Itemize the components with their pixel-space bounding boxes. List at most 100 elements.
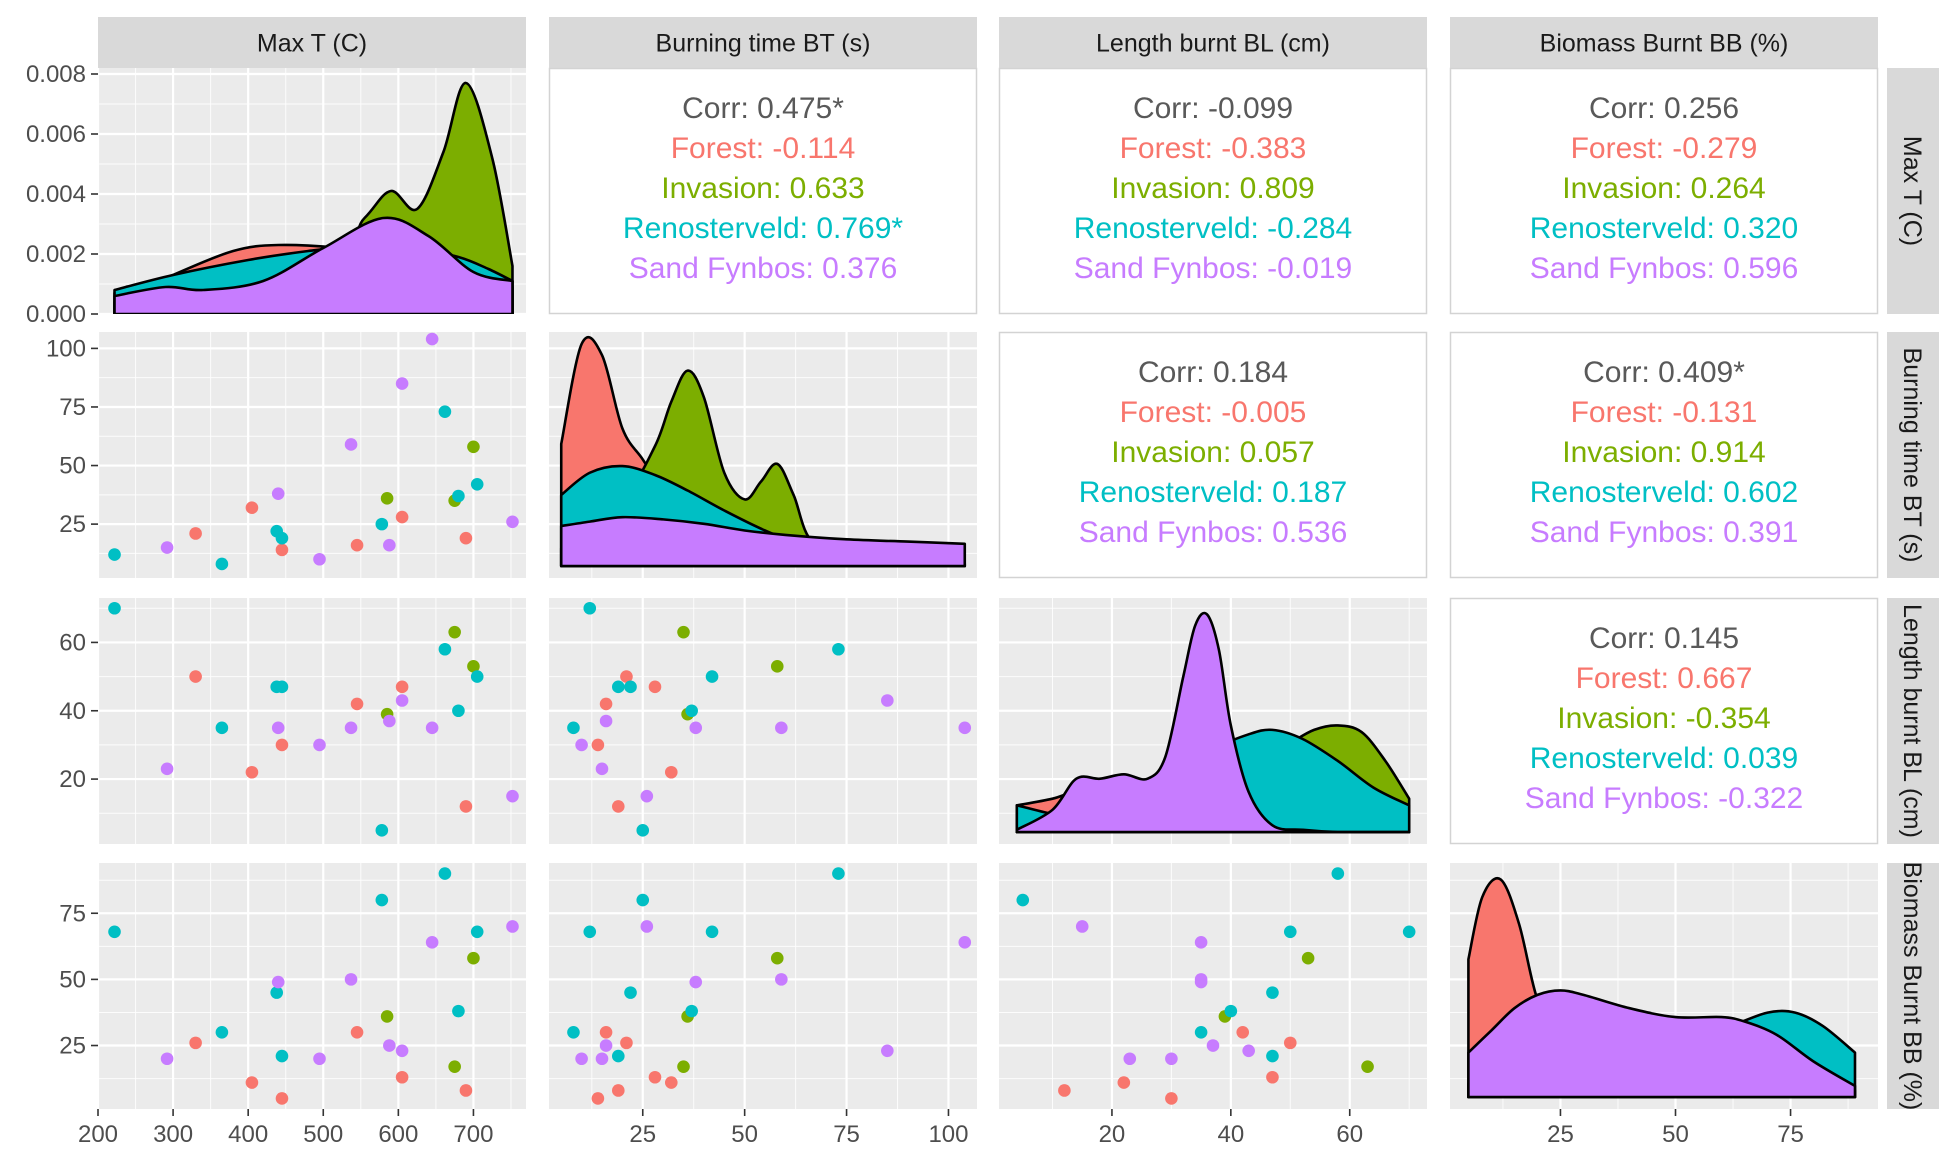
data-point-forest — [275, 1092, 289, 1105]
corr-renosterveld-label: Renosterveld: -0.284 — [1074, 212, 1353, 245]
y-axis-row-1: 25 50 75 100 — [46, 335, 98, 538]
data-point-renosterveld — [375, 893, 389, 907]
data-point-renosterveld — [1224, 1004, 1238, 1018]
corr-overall-label: Corr: -0.099 — [1133, 92, 1293, 125]
y-tick-label: 40 — [59, 698, 86, 725]
data-point-forest — [245, 765, 259, 779]
y-tick-label: 0.000 — [26, 301, 86, 328]
data-point-forest — [620, 1036, 633, 1050]
data-point-forest — [1165, 1092, 1178, 1105]
x-tick-label: 300 — [153, 1121, 193, 1148]
corr-overall-label: Corr: 0.184 — [1138, 356, 1288, 389]
density-area-sand-fynbos — [1015, 611, 1411, 834]
data-point-sand-fynbos — [271, 721, 285, 735]
data-point-sand-fynbos — [160, 541, 174, 554]
data-point-sand-fynbos — [575, 738, 588, 752]
data-point-forest — [350, 538, 364, 552]
data-point-renosterveld — [685, 1004, 698, 1018]
panel-0-1: Corr: 0.475* Forest: -0.114 Invasion: 0.63… — [548, 67, 978, 315]
data-point-renosterveld — [452, 704, 465, 718]
column-strip-burning-time-bt-s: Burning time BT (s) — [549, 17, 977, 68]
corr-invasion-label: Invasion: -0.354 — [1557, 702, 1770, 735]
data-point-sand-fynbos — [775, 721, 788, 735]
data-point-renosterveld — [567, 721, 580, 735]
data-point-sand-fynbos — [344, 438, 358, 451]
column-strip-length-burnt-bl-cm: Length burnt BL (cm) — [999, 17, 1427, 68]
x-tick-label: 20 — [1099, 1121, 1126, 1148]
data-point-invasion — [677, 1060, 690, 1073]
y-tick-label: 25 — [59, 1033, 86, 1060]
data-point-forest — [350, 697, 364, 711]
density-area-sand-fynbos — [1467, 989, 1857, 1099]
data-point-forest — [275, 738, 289, 752]
data-point-sand-fynbos — [595, 762, 609, 776]
data-point-forest — [395, 680, 409, 694]
data-point-forest — [459, 800, 473, 813]
panel-2-1 — [549, 598, 977, 844]
panel-2-3: Corr: 0.145 Forest: 0.667 Invasion: -0.354… — [1449, 597, 1879, 845]
data-point-sand-fynbos — [1194, 973, 1208, 986]
row-strip-biomass-burnt-bb: Biomass Burnt BB (%) — [1887, 862, 1939, 1110]
corr-forest-label: Forest: 0.667 — [1576, 662, 1753, 695]
data-point-sand-fynbos — [506, 789, 519, 803]
column-strip-bg — [1450, 17, 1878, 68]
y-axis-row-0: 0.000 0.002 0.004 0.006 0.008 — [26, 61, 98, 328]
data-point-forest — [1266, 1070, 1279, 1084]
x-tick-label: 700 — [453, 1121, 493, 1148]
panel-bg — [98, 863, 526, 1109]
data-point-forest — [648, 1070, 662, 1084]
data-point-sand-fynbos — [383, 538, 396, 552]
x-tick-label: 100 — [928, 1121, 968, 1148]
data-point-renosterveld — [215, 721, 229, 735]
y-tick-label: 0.008 — [26, 61, 86, 88]
panel-bg — [98, 598, 526, 844]
data-point-forest — [591, 1092, 605, 1105]
row-strip-bg — [1887, 863, 1939, 1109]
data-point-sand-fynbos — [599, 714, 613, 728]
corr-panel-bg — [1449, 67, 1879, 315]
row-strip-label: Max T (C) — [1898, 136, 1926, 246]
data-point-renosterveld — [1194, 1025, 1208, 1039]
data-point-renosterveld — [1402, 925, 1416, 939]
x-tick-label: 75 — [1777, 1121, 1804, 1148]
panel-0-3: Corr: 0.256 Forest: -0.279 Invasion: 0.264… — [1449, 67, 1879, 315]
corr-invasion-label: Invasion: 0.633 — [661, 172, 864, 205]
data-point-renosterveld — [1266, 1049, 1279, 1063]
corr-renosterveld-label: Renosterveld: 0.602 — [1530, 476, 1799, 509]
density-layer — [1015, 611, 1411, 834]
data-point-renosterveld — [275, 1049, 289, 1063]
data-point-renosterveld — [705, 925, 719, 939]
data-point-forest — [245, 501, 259, 515]
y-tick-label: 0.002 — [26, 241, 86, 268]
data-point-renosterveld — [438, 405, 452, 418]
panel-1-0 — [96, 332, 526, 578]
data-point-sand-fynbos — [271, 487, 285, 500]
x-tick-label: 50 — [731, 1121, 758, 1148]
data-point-renosterveld — [1016, 893, 1030, 907]
density-layer — [113, 81, 514, 314]
data-point-forest — [189, 670, 202, 683]
corr-overall-label: Corr: 0.145 — [1589, 622, 1739, 655]
data-point-renosterveld — [636, 893, 650, 907]
data-point-sand-fynbos — [425, 332, 439, 346]
panel-3-2 — [999, 863, 1427, 1109]
column-strip-bg — [98, 17, 526, 68]
corr-forest-label: Forest: -0.114 — [671, 132, 856, 165]
density-layer — [559, 336, 967, 568]
data-point-renosterveld — [452, 1004, 465, 1018]
data-point-sand-fynbos — [689, 975, 703, 989]
data-point-sand-fynbos — [344, 721, 358, 735]
y-tick-label: 100 — [46, 335, 86, 362]
corr-panel-bg — [548, 67, 978, 315]
data-point-sand-fynbos — [775, 973, 788, 986]
data-point-renosterveld — [470, 477, 484, 491]
data-point-forest — [591, 738, 605, 752]
y-tick-label: 50 — [59, 966, 86, 993]
data-point-renosterveld — [470, 925, 484, 939]
data-point-renosterveld — [636, 824, 650, 837]
column-strip-max-t-c: Max T (C) — [98, 17, 526, 68]
data-point-renosterveld — [1331, 867, 1345, 880]
column-strip-bg — [549, 17, 977, 68]
panel-1-3: Corr: 0.409* Forest: -0.131 Invasion: 0.91… — [1449, 331, 1879, 579]
data-point-forest — [664, 1076, 678, 1089]
